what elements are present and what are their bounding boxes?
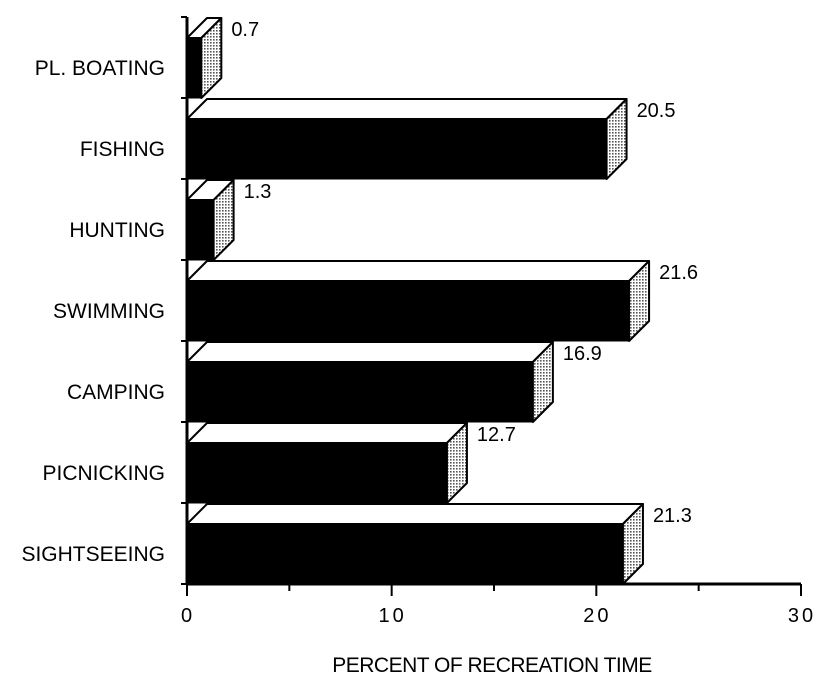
bar-front-picnicking [186, 442, 448, 504]
value-label-camping: 16.9 [563, 343, 602, 365]
bar-top-fishing [186, 98, 628, 120]
bar-front-fishing [186, 118, 608, 180]
category-label-swimming: SWIMMING [53, 300, 165, 323]
bar-picnicking [186, 422, 468, 504]
bar-front-pl-boating [186, 37, 202, 99]
category-label-sightseeing: SIGHTSEEING [21, 543, 165, 566]
value-label-swimming: 21.6 [659, 262, 698, 284]
value-label-picnicking: 12.7 [477, 424, 516, 446]
bar-fishing [186, 98, 628, 180]
bar-front-hunting [186, 199, 215, 261]
bar-top-swimming [186, 260, 651, 282]
value-label-hunting: 1.3 [244, 181, 272, 203]
category-label-pl-boating: PL. BOATING [35, 57, 165, 80]
bar-top-camping [186, 341, 554, 363]
value-label-fishing: 20.5 [637, 100, 676, 122]
category-label-camping: CAMPING [67, 381, 165, 404]
x-tick-label-30: 30 [788, 605, 816, 627]
bar-swimming [186, 260, 651, 342]
x-axis-title: PERCENT OF RECREATION TIME [332, 654, 652, 677]
bar-top-picnicking [186, 422, 468, 444]
bar-sightseeing [186, 503, 644, 585]
bar-front-swimming [186, 280, 630, 342]
x-tick-label-10: 10 [379, 605, 407, 627]
category-label-hunting: HUNTING [69, 219, 165, 242]
x-tick-label-0: 0 [181, 605, 195, 627]
x-tick-label-20: 20 [583, 605, 611, 627]
bar-front-sightseeing [186, 523, 624, 585]
value-label-pl-boating: 0.7 [231, 19, 259, 41]
category-label-fishing: FISHING [80, 138, 165, 161]
bar-top-sightseeing [186, 503, 644, 525]
category-label-picnicking: PICNICKING [42, 462, 165, 485]
value-label-sightseeing: 21.3 [653, 505, 692, 527]
bar-pl-boating [186, 17, 223, 99]
bar-front-camping [186, 361, 534, 423]
bar-hunting [186, 179, 235, 261]
bar-camping [186, 341, 554, 423]
